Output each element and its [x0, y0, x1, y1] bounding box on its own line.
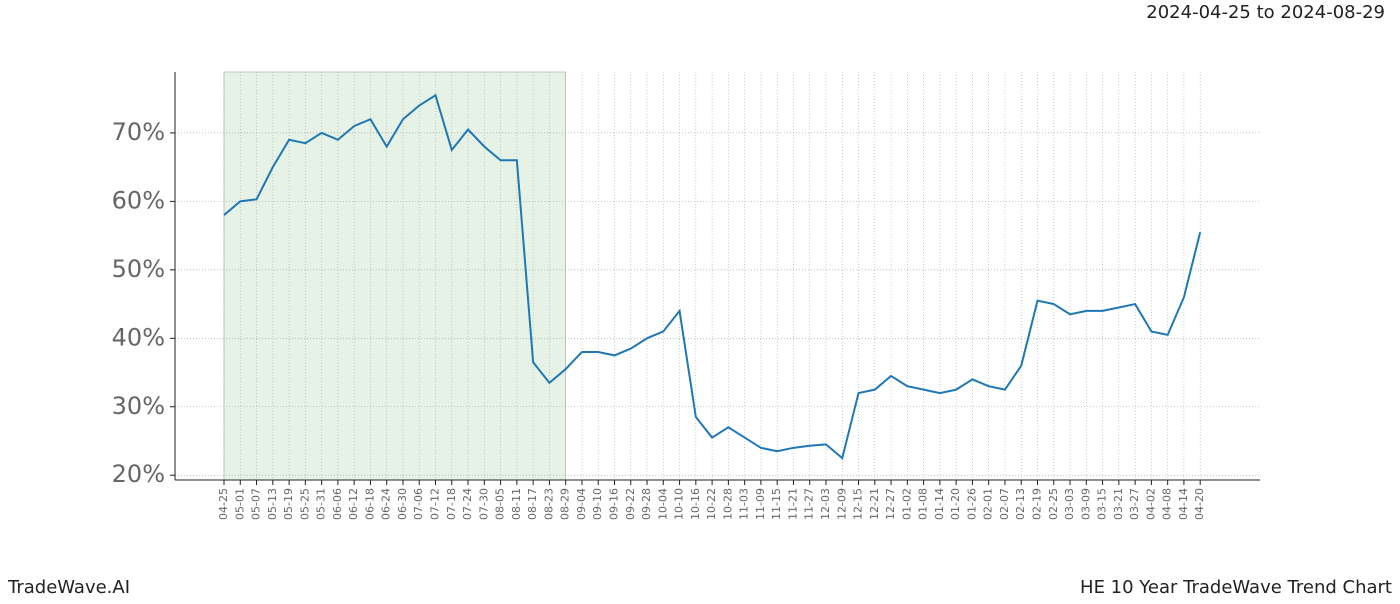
x-tick-label: 12-21	[868, 488, 881, 520]
x-tick-label: 04-20	[1193, 488, 1206, 520]
x-tick-label: 04-08	[1161, 488, 1174, 520]
y-tick-label: 50%	[112, 255, 165, 283]
y-tick-label: 70%	[112, 118, 165, 146]
x-tick-label: 03-15	[1096, 488, 1109, 520]
chart-title: HE 10 Year TradeWave Trend Chart	[1080, 577, 1392, 598]
x-tick-label: 01-20	[949, 488, 962, 520]
brand: TradeWave.AI	[7, 577, 130, 598]
x-tick-label: 01-26	[965, 488, 978, 520]
x-tick-label: 12-03	[819, 488, 832, 520]
x-tick-label: 04-14	[1177, 488, 1190, 520]
x-tick-label: 04-02	[1144, 488, 1157, 520]
x-tick-label: 03-09	[1079, 488, 1092, 520]
y-tick-label: 60%	[112, 186, 165, 214]
x-tick-label: 02-01	[982, 488, 995, 520]
x-tick-label: 09-16	[607, 488, 620, 520]
x-tick-label: 12-27	[884, 488, 897, 520]
x-tick-label: 06-18	[363, 488, 376, 520]
x-tick-label: 11-27	[803, 488, 816, 520]
y-tick-label: 30%	[112, 392, 165, 420]
date-range: 2024-04-25 to 2024-08-29	[1146, 2, 1385, 23]
x-tick-label: 10-16	[689, 488, 702, 520]
x-tick-label: 06-30	[396, 488, 409, 520]
x-tick-label: 07-30	[477, 488, 490, 520]
x-tick-label: 09-28	[640, 488, 653, 520]
x-tick-label: 07-24	[461, 488, 474, 520]
x-tick-label: 10-04	[656, 488, 669, 520]
x-tick-label: 01-02	[900, 488, 913, 520]
x-tick-label: 05-25	[298, 488, 311, 520]
x-tick-label: 04-25	[217, 488, 230, 520]
x-tick-label: 11-21	[786, 488, 799, 520]
x-tick-label: 03-21	[1112, 488, 1125, 520]
y-tick-label: 40%	[112, 323, 165, 351]
x-tick-label: 02-25	[1047, 488, 1060, 520]
x-tick-label: 01-14	[933, 488, 946, 520]
x-tick-label: 02-13	[1014, 488, 1027, 520]
x-tick-label: 06-06	[331, 488, 344, 520]
trend-line	[223, 93, 1202, 460]
x-tick-label: 11-15	[770, 488, 783, 520]
x-tick-label: 07-18	[445, 488, 458, 520]
x-tick-label: 08-05	[494, 488, 507, 520]
x-tick-label: 12-15	[852, 488, 865, 520]
y-tick-label: 20%	[112, 460, 165, 488]
x-tick-label: 05-19	[282, 488, 295, 520]
x-tick-label: 07-06	[412, 488, 425, 520]
x-tick-label: 01-08	[917, 488, 930, 520]
x-tick-label: 07-12	[429, 488, 442, 520]
x-tick-label: 02-07	[998, 488, 1011, 520]
x-tick-label: 08-17	[526, 488, 539, 520]
x-tick-label: 10-28	[721, 488, 734, 520]
x-tick-label: 11-03	[738, 488, 751, 520]
x-tick-label: 12-09	[835, 488, 848, 520]
x-tick-label: 08-23	[542, 488, 555, 520]
x-tick-label: 09-04	[575, 488, 588, 520]
x-tick-label: 03-27	[1128, 488, 1141, 520]
x-tick-label: 10-22	[705, 488, 718, 520]
x-tick-label: 09-22	[624, 488, 637, 520]
x-tick-label: 05-01	[233, 488, 246, 520]
x-tick-label: 05-07	[250, 488, 263, 520]
x-tick-label: 09-10	[591, 488, 604, 520]
x-tick-label: 05-31	[315, 488, 328, 520]
x-tick-label: 10-10	[673, 488, 686, 520]
x-tick-label: 02-19	[1031, 488, 1044, 520]
highlight-region	[223, 71, 566, 481]
x-tick-label: 08-11	[510, 488, 523, 520]
x-tick-label: 11-09	[754, 488, 767, 520]
x-tick-label: 06-24	[380, 488, 393, 520]
x-tick-label: 08-29	[559, 488, 572, 520]
x-tick-label: 06-12	[347, 488, 360, 520]
x-tick-label: 05-13	[266, 488, 279, 520]
x-tick-label: 03-03	[1063, 488, 1076, 520]
